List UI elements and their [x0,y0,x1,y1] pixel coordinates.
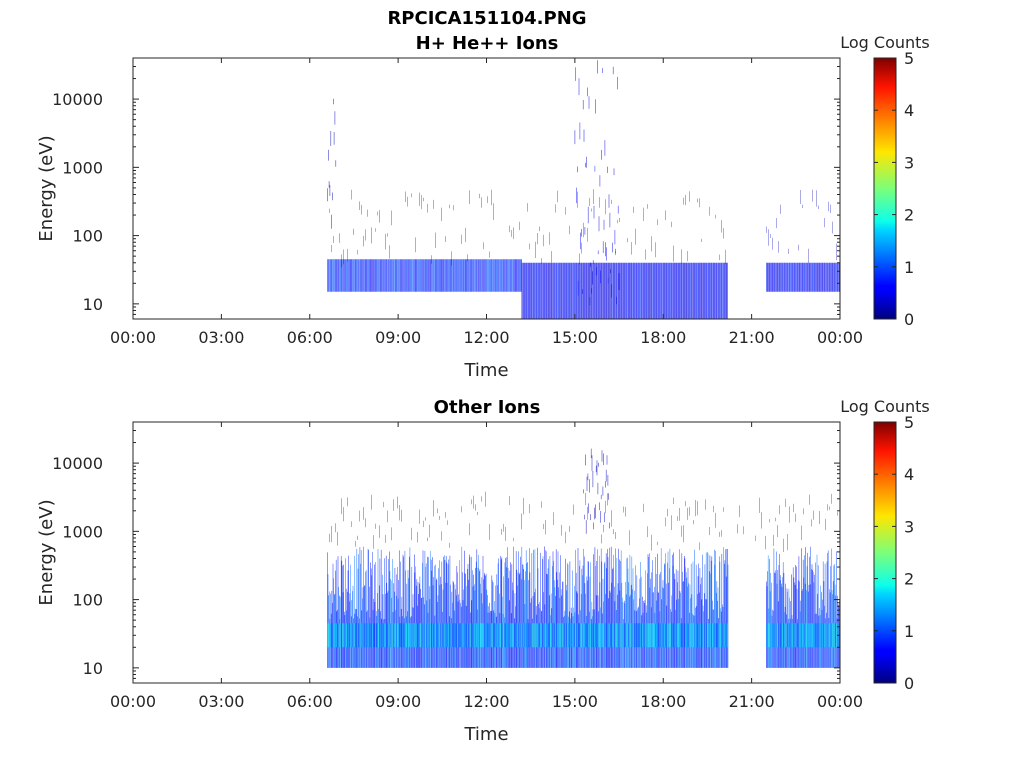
x-tick-label: 21:00 [729,692,775,711]
spectrogram-feature-dense [327,546,729,668]
colorbar-tick-label: 2 [904,570,914,589]
colorbar-tick-label: 4 [904,101,914,120]
x-axis-label: Time [463,360,508,381]
y-tick-label: 1000 [62,158,103,177]
y-tick-label: 100 [72,591,103,610]
y-axis-label: Energy (eV) [36,135,57,241]
colorbar-label: Log Counts [840,33,930,52]
panel-title: Other Ions [434,397,541,418]
colorbar-tick-label: 3 [904,517,914,536]
colorbar-tick-label: 4 [904,465,914,484]
colorbar-tick-label: 2 [904,206,914,225]
x-tick-label: 00:00 [817,692,863,711]
x-axis: 00:00 03:00 06:00 09:00 12:00 15:00 18:00 21:00… [110,422,863,711]
x-tick-label: 18:00 [640,692,686,711]
spectrogram-feature-burst [327,98,337,229]
x-tick-label: 12:00 [463,692,509,711]
panel-other-ions: Other Ions 00:00 03:00 06:00 09:00 12:00 15:0… [36,397,930,745]
y-tick-label: 10000 [52,90,103,109]
colorbar-gradient [873,421,897,684]
figure-title-line1: RPCICA151104.PNG [387,8,586,29]
colorbar-label: Log Counts [840,397,930,416]
x-tick-label: 21:00 [729,328,775,347]
spectrogram-feature-band [327,623,728,648]
x-tick-label: 00:00 [110,328,156,347]
spectrogram-feature-band [521,262,728,319]
spectrogram-feature-sparse [329,491,838,552]
colorbar-tick-label: 5 [904,49,914,68]
x-tick-label: 00:00 [110,692,156,711]
colorbar-tick-label: 1 [904,622,914,641]
spectrogram-area [327,448,841,668]
x-tick-label: 00:00 [817,328,863,347]
colorbar: Log Counts 0 1 2 3 4 5 [840,397,930,693]
x-tick-label: 15:00 [552,328,598,347]
spectrogram-feature-sparse [329,189,726,268]
y-tick-label: 10 [83,659,103,678]
y-tick-label: 1000 [62,522,103,541]
colorbar-tick-label: 0 [904,674,914,693]
x-tick-label: 18:00 [640,328,686,347]
x-tick-label: 03:00 [198,692,244,711]
y-tick-label: 10000 [52,454,103,473]
colorbar-tick-label: 1 [904,258,914,277]
panel-h-he-ions: H+ He++ Ions 00:00 03:00 06:00 09:00 12:00 15… [36,33,930,381]
panel-title: H+ He++ Ions [416,33,559,54]
colorbar-tick-label: 3 [904,153,914,172]
x-axis: 00:00 03:00 06:00 09:00 12:00 15:00 18:00 21:00… [110,58,863,347]
y-axis-label: Energy (eV) [36,499,57,605]
spectrogram-area [327,60,841,319]
x-tick-label: 09:00 [375,328,421,347]
x-tick-label: 03:00 [198,328,244,347]
spectrogram-feature-band [766,262,841,292]
spectrogram-feature-burst [583,448,610,534]
y-axis: 10 100 1000 10000 [52,57,840,320]
y-tick-label: 10 [83,295,103,314]
spectrogram-feature-band [766,623,841,648]
spectrogram-feature-band [327,259,523,292]
colorbar-gradient [873,57,897,320]
x-tick-label: 06:00 [287,328,333,347]
spectrogram-feature-sparse [766,189,837,263]
x-tick-label: 06:00 [287,692,333,711]
colorbar-tick-label: 0 [904,310,914,329]
x-tick-label: 12:00 [463,328,509,347]
colorbar: Log Counts 0 1 2 3 4 5 [840,33,930,329]
y-tick-label: 100 [72,227,103,246]
y-axis: 10 100 1000 10000 [52,421,840,684]
x-tick-label: 09:00 [375,692,421,711]
x-axis-label: Time [463,724,508,745]
spectrogram-feature-burst [574,60,620,306]
spectrogram-feature-dense [766,546,840,668]
colorbar-tick-label: 5 [904,413,914,432]
x-tick-label: 15:00 [552,692,598,711]
